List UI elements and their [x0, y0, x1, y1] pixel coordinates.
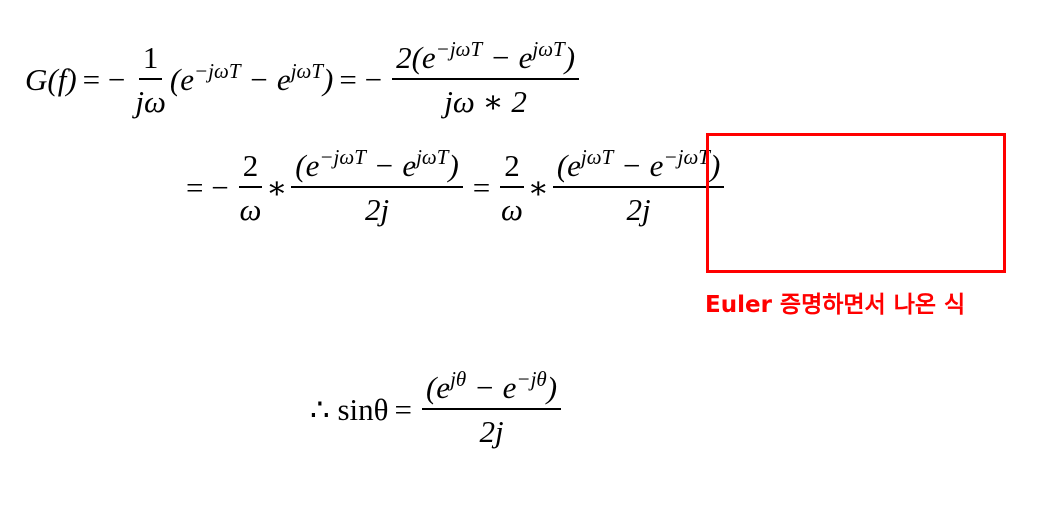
lhs: ∴ sinθ: [310, 392, 389, 427]
denominator: ω: [501, 192, 523, 227]
term-part: (e: [295, 148, 320, 183]
operator: = −: [339, 62, 383, 97]
annotation: Euler 증명하면서 나온 식: [705, 292, 966, 318]
equation-2: = − 2 ω ∗ (e−jωT − ejωT) 2j = 2 ω ∗ (ejω…: [180, 145, 728, 228]
term-part: ): [709, 148, 721, 183]
fraction: (ejωT − e−jωT) 2j: [552, 145, 725, 228]
numerator: (ejθ − e−jθ): [421, 367, 562, 410]
exponent: jθ: [450, 367, 467, 391]
term-part: 2(e: [396, 40, 436, 75]
equation-3: ∴ sinθ = (ejθ − e−jθ) 2j: [310, 367, 565, 450]
term-part: − e: [240, 62, 291, 97]
numerator: (e−jωT − ejωT): [291, 145, 463, 188]
term: (e−jωT − ejωT): [169, 59, 334, 98]
numerator: 1: [138, 40, 163, 80]
operator: =: [472, 170, 491, 205]
numerator: 2: [500, 148, 524, 188]
fraction: (e−jωT − ejωT) 2j: [291, 145, 463, 228]
exponent: jωT: [580, 145, 614, 169]
fraction: (ejθ − e−jθ) 2j: [421, 367, 562, 450]
term-part: − e: [482, 40, 533, 75]
numerator: 2: [238, 148, 263, 188]
term-part: ): [323, 62, 334, 97]
operator: ∗: [527, 170, 549, 205]
exponent: jωT: [290, 59, 324, 83]
denominator: 2j: [364, 192, 390, 227]
fraction: 2 ω: [238, 148, 263, 228]
highlight-box: [706, 133, 1006, 273]
numerator: (ejωT − e−jωT): [552, 145, 725, 188]
lhs: G(f): [25, 62, 77, 97]
exponent: jωT: [416, 145, 449, 169]
fraction: 1 jω: [135, 40, 166, 120]
numerator: 2(e−jωT − ejωT): [392, 37, 580, 80]
term-part: − e: [365, 148, 417, 183]
fraction: 2 ω: [500, 148, 524, 228]
term-part: − e: [466, 370, 517, 405]
denominator: jω: [135, 84, 166, 119]
operator: ∗: [266, 170, 288, 205]
exponent: jωT: [532, 37, 565, 61]
exponent: −jωT: [435, 37, 483, 61]
operator: = −: [186, 170, 229, 205]
term-part: (e: [169, 62, 194, 97]
operator: =: [394, 392, 412, 427]
denominator: ω: [239, 192, 262, 227]
exponent: −jωT: [319, 145, 366, 169]
denominator: 2j: [479, 414, 504, 449]
term-part: ): [448, 148, 459, 183]
fraction: 2(e−jωT − ejωT) jω ∗ 2: [392, 37, 580, 120]
term-part: ): [546, 370, 558, 405]
equation-1: G(f) = − 1 jω (e−jωT − ejωT) = − 2(e−jωT…: [25, 37, 583, 120]
term-part: ): [564, 40, 576, 75]
denominator: 2j: [626, 192, 651, 227]
exponent: −jωT: [193, 59, 241, 83]
term-part: − e: [613, 148, 664, 183]
operator: = −: [82, 62, 126, 97]
term-part: (e: [556, 148, 581, 183]
exponent: −jθ: [516, 367, 547, 391]
exponent: −jωT: [663, 145, 710, 169]
denominator: jω ∗ 2: [444, 84, 527, 119]
term-part: (e: [425, 370, 451, 405]
